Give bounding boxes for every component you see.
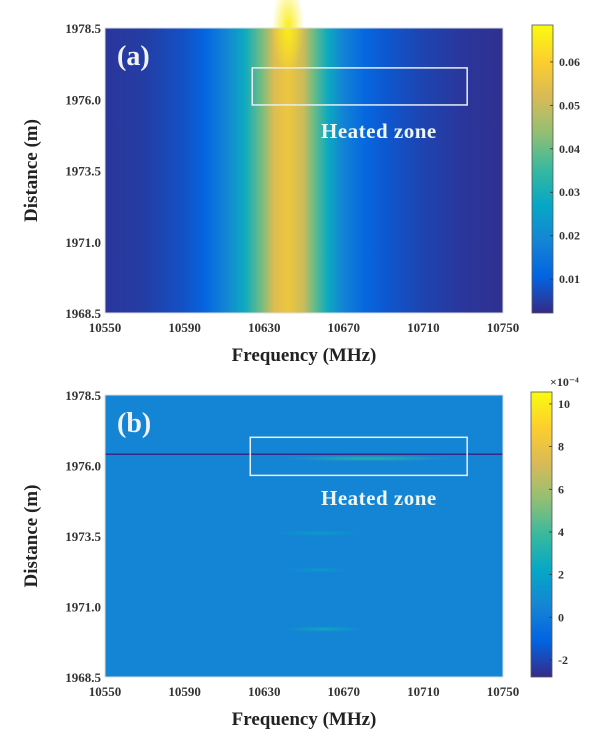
panel-label: (b) <box>117 408 151 439</box>
x-tick-label: 10670 <box>328 684 361 699</box>
x-tick-label: 10550 <box>89 320 122 335</box>
colorbar-tick-label: 0.05 <box>559 98 580 112</box>
colorbar-tick-label: 6 <box>558 482 564 496</box>
x-tick-label: 10750 <box>487 320 520 335</box>
x-tick-label: 10710 <box>407 320 440 335</box>
heated-zone-box <box>251 67 468 106</box>
x-tick-label: 10630 <box>248 684 281 699</box>
y-axis-title: Distance (m) <box>21 485 42 588</box>
heated-zone-box <box>249 436 468 477</box>
y-axis-title: Distance (m) <box>21 119 42 222</box>
heatmap-streak <box>274 530 364 537</box>
colorbar <box>531 24 554 314</box>
colorbar-tick-label: 10 <box>558 397 570 411</box>
heated-zone-label: Heated zone <box>321 119 437 143</box>
y-tick-label: 1968.5 <box>65 306 101 321</box>
panel-label: (a) <box>117 41 150 72</box>
colorbar-tick-label: 0.04 <box>559 142 580 156</box>
plot-frame <box>104 394 504 678</box>
x-axis-title: Frequency (MHz) <box>232 345 377 366</box>
x-tick-label: 10710 <box>407 684 440 699</box>
colorbar-tick-label: 0.06 <box>559 55 580 69</box>
heatmap-streak <box>284 566 354 573</box>
panel-b-heatmap: Heated zone (b) 10550 10590 10630 10670 10710 1… <box>21 375 579 730</box>
colorbar-exponent-label: ×10⁻⁴ <box>550 375 579 389</box>
y-tick-label: 1968.5 <box>65 670 101 685</box>
colorbar-tick-label: 4 <box>558 525 564 539</box>
y-tick-label: 1978.5 <box>65 388 101 403</box>
y-tick-label: 1976.0 <box>65 92 101 107</box>
colorbar-tick-label: 0.02 <box>559 229 580 243</box>
colorbar-tick-label: -2 <box>558 653 568 667</box>
colorbar-tick-label: 0 <box>558 610 564 624</box>
colorbar-tick-label: 2 <box>558 568 564 582</box>
y-tick-label: 1976.0 <box>65 459 101 474</box>
panel-a-heatmap: Heated zone (a) 10550 10590 10630 10670 10710 1… <box>21 0 580 366</box>
x-axis-title: Frequency (MHz) <box>232 709 377 730</box>
heatmap-hotspot <box>272 0 305 73</box>
colorbar-tick-label: 0.03 <box>559 185 580 199</box>
x-tick-label: 10750 <box>487 684 520 699</box>
heated-zone-label: Heated zone <box>321 486 437 510</box>
heatmap-field <box>105 28 503 313</box>
y-tick-label: 1971.0 <box>65 600 101 615</box>
y-tick-label: 1973.5 <box>65 529 101 544</box>
colorbar-tick-label: 8 <box>558 440 564 454</box>
heatmap-streak <box>284 455 454 462</box>
x-tick-label: 10590 <box>168 684 201 699</box>
x-tick-label: 10550 <box>89 684 122 699</box>
y-tick-label: 1978.5 <box>65 21 101 36</box>
colorbar <box>530 391 553 678</box>
x-tick-label: 10670 <box>328 320 361 335</box>
y-tick-label: 1971.0 <box>65 235 101 250</box>
x-tick-label: 10630 <box>248 320 281 335</box>
x-tick-label: 10590 <box>168 320 201 335</box>
colorbar-tick-label: 0.01 <box>559 272 580 286</box>
y-tick-label: 1973.5 <box>65 164 101 179</box>
plot-frame <box>104 27 504 314</box>
heatmap-streak <box>284 626 364 633</box>
